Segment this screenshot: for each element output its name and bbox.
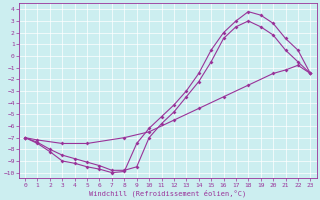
- X-axis label: Windchill (Refroidissement éolien,°C): Windchill (Refroidissement éolien,°C): [89, 189, 246, 197]
